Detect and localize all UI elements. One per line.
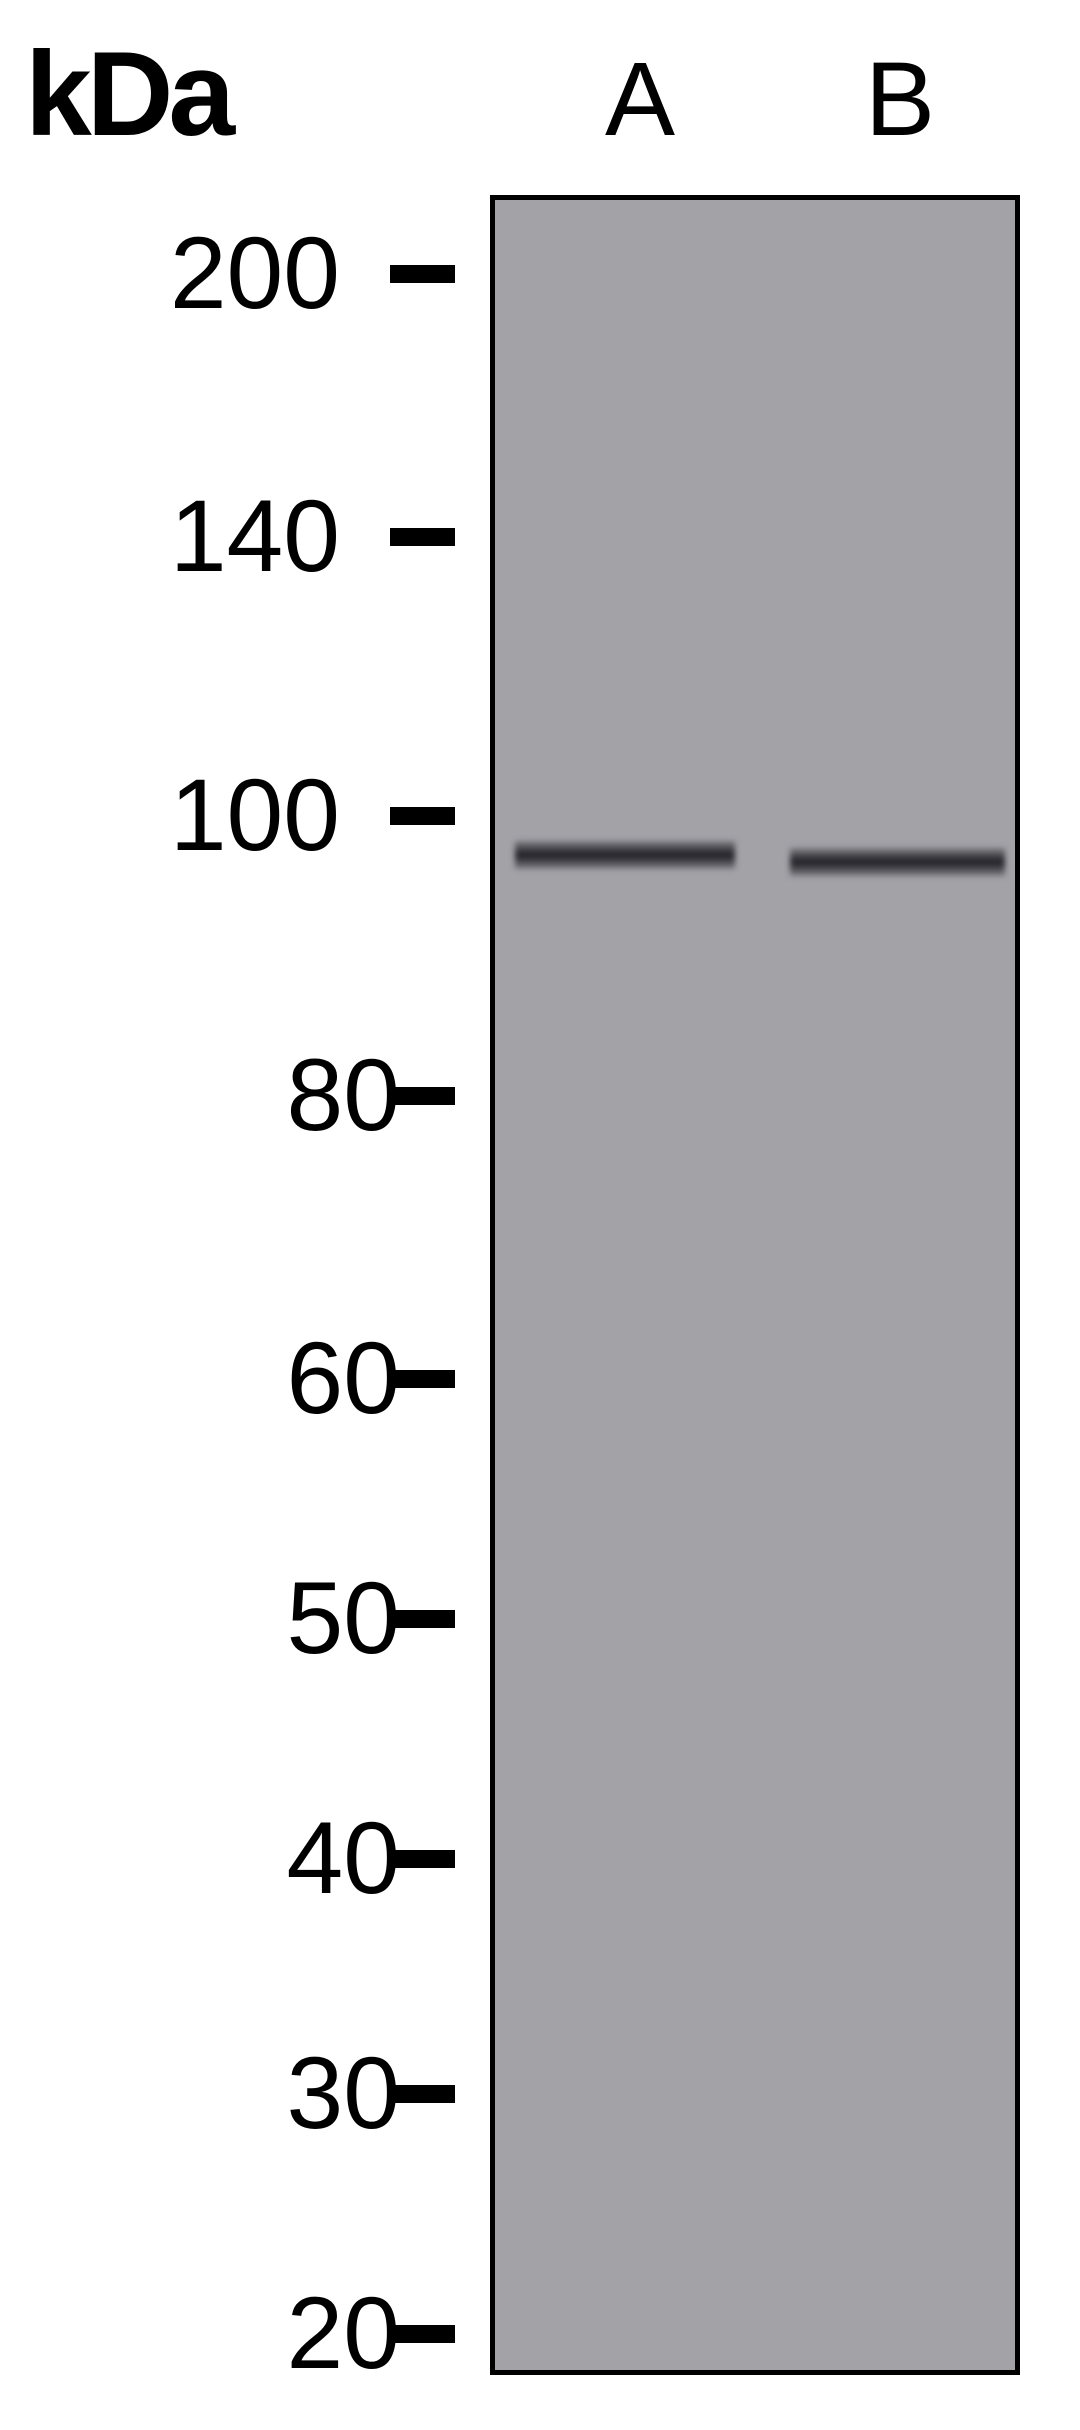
tick-mark-40 (390, 1850, 455, 1868)
blot-figure-container: kDa A B 200 140 100 80 60 50 40 30 20 (0, 0, 1080, 2430)
tick-mark-30 (390, 2085, 455, 2103)
mw-label-30: 30 (190, 2035, 400, 2152)
band-lane-b (790, 848, 1005, 876)
mw-label-200: 200 (130, 215, 340, 332)
mw-label-20: 20 (190, 2275, 400, 2392)
tick-mark-100 (390, 807, 455, 825)
unit-label: kDa (25, 25, 230, 163)
mw-label-40: 40 (190, 1800, 400, 1917)
tick-mark-20 (390, 2325, 455, 2343)
blot-membrane (490, 195, 1020, 2375)
mw-label-60: 60 (190, 1320, 400, 1437)
tick-mark-50 (390, 1610, 455, 1628)
tick-mark-140 (390, 528, 455, 546)
mw-label-100: 100 (130, 757, 340, 874)
lane-label-a: A (605, 40, 675, 160)
mw-label-80: 80 (190, 1037, 400, 1154)
lane-label-b: B (865, 40, 935, 160)
tick-mark-60 (390, 1370, 455, 1388)
header-row: kDa A B (0, 0, 1080, 160)
mw-label-50: 50 (190, 1560, 400, 1677)
band-lane-a (515, 841, 735, 869)
tick-mark-80 (390, 1087, 455, 1105)
mw-label-140: 140 (130, 478, 340, 595)
tick-mark-200 (390, 265, 455, 283)
